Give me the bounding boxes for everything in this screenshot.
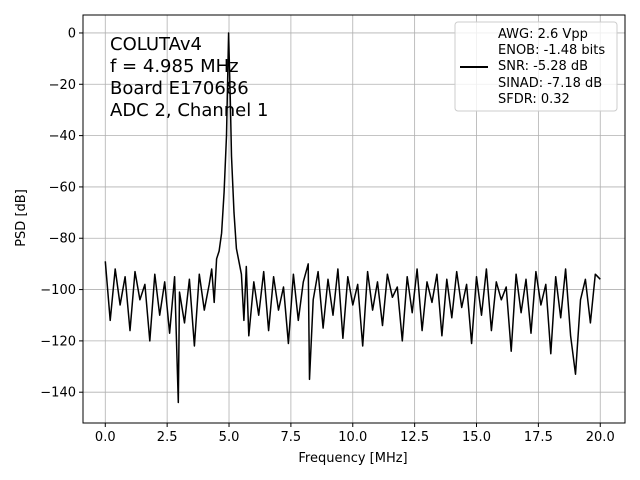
x-tick-label: 15.0 (462, 430, 491, 445)
y-tick-label: −140 (40, 386, 76, 401)
x-tick-label: 2.5 (157, 430, 178, 445)
x-tick-label: 17.5 (524, 430, 553, 445)
axes-frame (82, 14, 626, 424)
annotation-line-3: Board E170686 (110, 78, 249, 99)
psd-line (104, 32, 601, 404)
annotation-line-1: COLUTAv4 (110, 34, 202, 55)
annotation-line-4: ADC 2, Channel 1 (110, 100, 268, 121)
x-tick-label: 10.0 (338, 430, 367, 445)
y-tick-label: −40 (49, 129, 76, 144)
x-axis-ticks: 0.0 2.5 5.0 7.5 10.0 12.5 15.0 17.5 20.0 (95, 423, 615, 445)
y-tick-label: −100 (40, 283, 76, 298)
x-tick-label: 5.0 (219, 430, 240, 445)
legend-line-5: SFDR: 0.32 (498, 92, 570, 107)
annotation-line-2: f = 4.985 MHz (110, 56, 239, 77)
x-tick-label: 7.5 (281, 430, 302, 445)
x-axis-label: Frequency [MHz] (298, 451, 407, 466)
y-tick-label: −120 (40, 334, 76, 349)
y-tick-label: 0 (68, 26, 76, 41)
x-tick-label: 0.0 (95, 430, 116, 445)
legend-line-3: SNR: -5.28 dB (498, 59, 588, 74)
legend: AWG: 2.6 Vpp ENOB: -1.48 bits SNR: -5.28… (454, 21, 618, 112)
psd-series (104, 32, 601, 404)
y-tick-label: −60 (49, 180, 76, 195)
x-tick-label: 20.0 (586, 430, 615, 445)
y-tick-label: −80 (49, 232, 76, 247)
x-tick-label: 12.5 (400, 430, 429, 445)
annotation-box: COLUTAv4 f = 4.985 MHz Board E170686 ADC… (110, 34, 268, 121)
y-tick-label: −20 (49, 78, 76, 93)
y-axis-ticks: 0 −20 −40 −60 −80 −100 −120 −140 (40, 26, 83, 401)
legend-line-4: SINAD: -7.18 dB (498, 76, 602, 91)
y-axis-label: PSD [dB] (14, 189, 29, 247)
legend-line-1: AWG: 2.6 Vpp (498, 27, 588, 42)
legend-box (454, 21, 618, 112)
legend-line-2: ENOB: -1.48 bits (498, 43, 605, 58)
